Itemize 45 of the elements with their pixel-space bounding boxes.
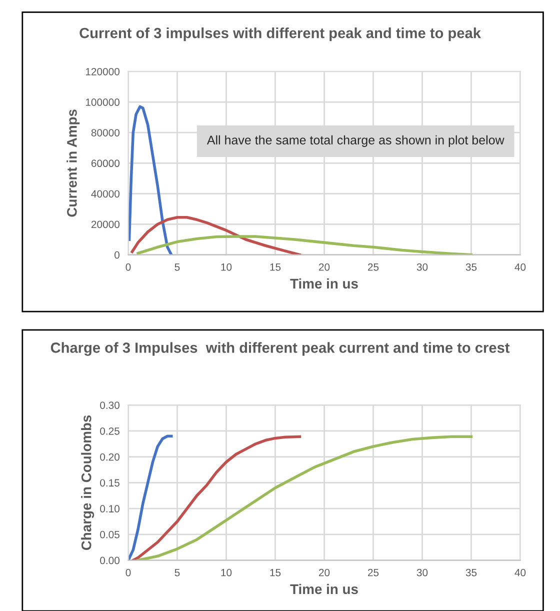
x-tick-label: 30 [416,568,428,576]
line-series [128,434,173,560]
y-tick-label: 0.15 [100,479,120,487]
y-tick-label: 0.20 [100,453,120,461]
x-tick-label: 15 [270,569,281,576]
x-tick-label: 40 [514,568,526,576]
y-tick-label: 20000 [91,220,120,228]
x-tick-label: 10 [221,568,232,576]
x-axis-title: Time in us [290,584,358,594]
x-tick-label: 25 [368,263,379,271]
annotation: All have the same total charge as shown in plot below [206,135,504,147]
x-tick-label: 10 [221,263,232,271]
chart-title: Current of 3 impulses with different peak and time to peak [80,27,481,42]
x-tick-label: 30 [416,263,428,271]
y-tick-label: 80000 [91,129,120,136]
y-tick-label: 0.30 [100,402,120,409]
y-tick-label: 0.05 [100,530,120,538]
y-axis-title: Current in Amps [66,110,80,217]
line-series [132,435,302,560]
x-tick-label: 40 [514,263,526,271]
line-series [136,235,473,255]
line-series [128,105,173,255]
x-tick-label: 0 [126,568,131,576]
x-tick-label: 0 [126,263,131,271]
x-tick-label: 20 [318,568,330,576]
x-tick-label: 15 [270,264,281,271]
chart-title: Charge of 3 Impulses with different peak current and time to crest [50,342,510,356]
x-tick-label: 5 [174,569,180,576]
x-tick-label: 20 [318,263,330,271]
y-tick-label: 100000 [86,98,120,106]
x-tick-label: 35 [466,568,477,576]
y-tick-label: 0.10 [100,505,120,512]
line-series [130,216,302,255]
x-tick-label: 35 [466,263,477,271]
x-tick-label: 5 [174,264,180,271]
y-tick-label: 60000 [91,160,120,168]
y-tick-label: 120000 [86,68,120,76]
x-tick-label: 25 [368,568,379,576]
y-tick-label: 0.25 [100,427,120,435]
y-axis-title: Charge in Coulombs [81,415,94,550]
y-tick-label: 40000 [91,190,120,198]
y-tick-label: 0.00 [100,556,120,564]
y-tick-label: 0 [114,251,120,259]
x-axis-title: Time in us [290,278,358,289]
line-series [136,435,473,560]
